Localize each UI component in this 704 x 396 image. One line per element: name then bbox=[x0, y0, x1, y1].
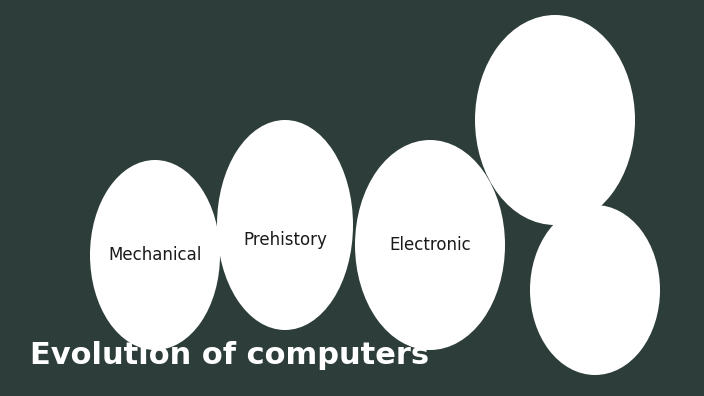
Text: Evolution of computers: Evolution of computers bbox=[30, 341, 429, 370]
Ellipse shape bbox=[217, 120, 353, 330]
Ellipse shape bbox=[90, 160, 220, 350]
Text: Mechanical: Mechanical bbox=[108, 246, 201, 264]
Ellipse shape bbox=[355, 140, 505, 350]
Text: Electronic: Electronic bbox=[389, 236, 471, 254]
Ellipse shape bbox=[530, 205, 660, 375]
Text: Prehistory: Prehistory bbox=[243, 231, 327, 249]
Ellipse shape bbox=[475, 15, 635, 225]
